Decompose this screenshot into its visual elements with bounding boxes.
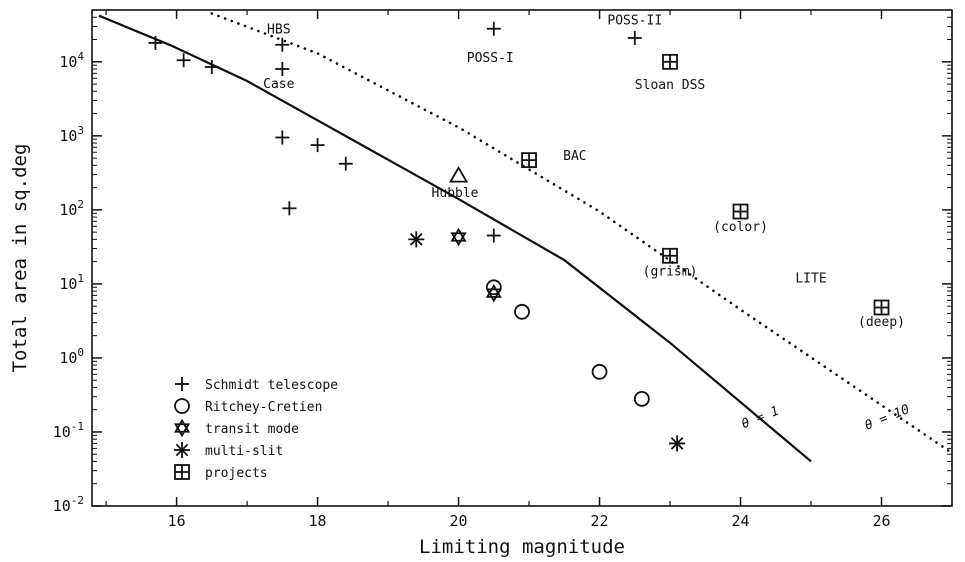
x-axis-ticks: 16 18 20 22 24 26 xyxy=(105,10,953,530)
point-label: HBS xyxy=(267,23,290,38)
point-label: Hubble xyxy=(432,186,479,201)
plus-point xyxy=(282,201,297,216)
point-label: POSS-I xyxy=(467,51,514,66)
x-tick-label: 24 xyxy=(731,512,749,530)
y-tick-label: 10-1 xyxy=(53,420,84,441)
data-points xyxy=(148,21,890,452)
plus-point xyxy=(486,21,501,36)
point-label: (deep) xyxy=(858,315,905,330)
y-tick-label: 101 xyxy=(59,272,84,293)
x-tick-label: 18 xyxy=(309,512,327,530)
line-label: θ = 1 xyxy=(739,404,781,433)
y-tick-label: 103 xyxy=(59,124,84,145)
asterisk-point xyxy=(408,231,425,248)
boxplus-point xyxy=(662,53,678,70)
y-axis-ticks: 104 103 102 101 100 10-1 10-2 xyxy=(53,9,952,515)
legend: Schmidt telescope Ritchey-Cretien transit … xyxy=(173,377,338,481)
circle-point xyxy=(633,390,650,407)
plus-point xyxy=(275,61,290,76)
boxplus-point xyxy=(662,247,678,264)
y-axis-title: Total area in sq.deg xyxy=(9,144,31,373)
x-tick-label: 20 xyxy=(450,512,468,530)
plot-frame xyxy=(91,9,953,507)
legend-label: transit mode xyxy=(205,422,299,437)
x-tick-label: 26 xyxy=(872,512,890,530)
legend-label: multi-slit xyxy=(205,444,283,459)
theta-10-line xyxy=(210,12,954,455)
x-tick-label: 22 xyxy=(591,512,609,530)
plus-point xyxy=(486,228,501,243)
legend-circle-icon xyxy=(174,398,190,414)
y-tick-label: 102 xyxy=(59,198,84,219)
plus-point xyxy=(338,156,353,171)
point-label: Sloan DSS xyxy=(635,78,705,93)
plus-point xyxy=(275,130,290,145)
point-label: (grism) xyxy=(643,264,698,279)
plus-point xyxy=(204,60,219,75)
legend-asterisk-icon xyxy=(174,442,190,458)
y-tick-label: 10-2 xyxy=(53,494,84,515)
legend-label: projects xyxy=(205,466,268,481)
circle-point xyxy=(485,279,502,296)
point-label: LITE xyxy=(795,271,826,286)
legend-label: Schmidt telescope xyxy=(205,378,338,393)
plus-point xyxy=(176,53,191,68)
plus-point xyxy=(275,37,290,52)
star-point xyxy=(450,227,467,247)
plus-point xyxy=(148,35,163,50)
asterisk-point xyxy=(669,435,686,452)
circle-point xyxy=(591,363,608,380)
point-label: BAC xyxy=(563,149,586,164)
triangle-point xyxy=(449,165,469,183)
annotations: θ = 1 θ = 10 HBS Case POSS-I POSS-II Sloan DSS… xyxy=(263,13,912,433)
star-point xyxy=(485,283,502,303)
plus-point xyxy=(310,138,325,153)
point-label: POSS-II xyxy=(607,13,662,28)
x-tick-label: 16 xyxy=(168,512,186,530)
x-axis-title: Limiting magnitude xyxy=(419,536,625,558)
legend-plus-icon xyxy=(175,377,189,391)
legend-label: Ritchey-Cretien xyxy=(205,400,322,415)
point-label: Case xyxy=(263,77,294,92)
boxplus-point xyxy=(732,203,749,220)
y-tick-label: 104 xyxy=(59,50,84,71)
boxplus-point xyxy=(521,152,537,169)
legend-boxplus-icon xyxy=(174,464,190,480)
circle-point xyxy=(514,303,530,320)
plus-point xyxy=(627,30,642,45)
line-label: θ = 10 xyxy=(863,402,912,434)
point-label: (color) xyxy=(713,220,768,235)
legend-star-icon xyxy=(173,418,191,438)
reference-lines xyxy=(98,12,954,463)
theta-1-line xyxy=(98,14,812,463)
y-tick-label: 100 xyxy=(59,346,84,367)
boxplus-point xyxy=(873,299,890,316)
